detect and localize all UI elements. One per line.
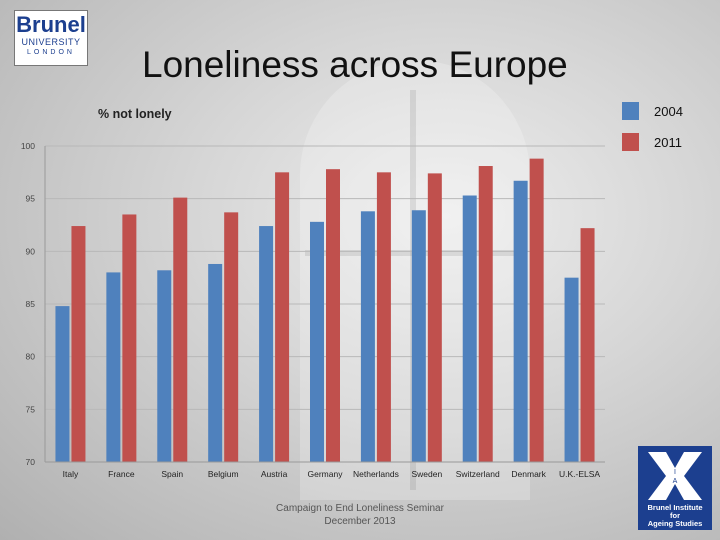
x-tick-label: France xyxy=(108,469,135,479)
bar-2004-sweden xyxy=(411,210,426,462)
bar-2004-germany xyxy=(310,221,324,462)
bar-2004-netherlands xyxy=(360,211,375,462)
bias-caption: Brunel Institute for Ageing Studies xyxy=(638,504,712,528)
chart-bars xyxy=(55,158,595,463)
bar-2011-sweden xyxy=(427,173,442,463)
footer-event: Campaign to End Loneliness Seminar xyxy=(276,503,444,514)
x-tick-label: U.K.-ELSA xyxy=(559,469,600,479)
logo-wordmark: Brunel xyxy=(16,12,86,37)
x-tick-label: Sweden xyxy=(411,469,442,479)
y-tick-label: 70 xyxy=(26,457,36,467)
x-tick-label: Italy xyxy=(63,469,79,479)
x-tick-label: Belgium xyxy=(208,469,239,479)
bias-letter: S xyxy=(673,488,678,495)
bar-2004-belgium xyxy=(208,263,223,462)
brunel-university-logo: Brunel UNIVERSITY LONDON xyxy=(14,10,88,66)
bias-caption-line: for xyxy=(670,511,680,520)
bar-2011-italy xyxy=(71,226,86,462)
y-tick-label: 80 xyxy=(26,352,36,362)
bias-institute-logo: B I A S Brunel Institute for Ageing Stud… xyxy=(638,446,712,530)
bar-2004-austria xyxy=(259,226,274,462)
bias-letter: I xyxy=(674,469,676,476)
chart-title: % not lonely xyxy=(98,107,172,121)
x-tick-label: Denmark xyxy=(511,469,546,479)
y-tick-label: 95 xyxy=(26,194,36,204)
bar-2004-spain xyxy=(157,270,172,462)
legend-item-2011: 2011 xyxy=(622,133,712,153)
footer-date: December 2013 xyxy=(324,516,396,527)
legend-label-2011: 2011 xyxy=(654,135,682,150)
chart-y-axis: 70 75 80 85 90 95 100 xyxy=(21,141,46,467)
logo-london-text: LONDON xyxy=(27,49,75,56)
bias-caption-line: Brunel Institute xyxy=(647,503,703,512)
slide-title: Loneliness across Europe xyxy=(142,44,568,85)
x-tick-label: Spain xyxy=(161,469,183,479)
bar-2004-u-k-elsa xyxy=(564,277,579,462)
y-tick-label: 75 xyxy=(26,404,36,414)
bar-2011-belgium xyxy=(224,212,239,462)
bar-2004-italy xyxy=(55,306,70,462)
legend-swatch-2004 xyxy=(622,102,639,120)
y-tick-label: 85 xyxy=(26,299,36,309)
legend-swatch-2011 xyxy=(622,133,639,151)
bar-2011-denmark xyxy=(529,158,544,462)
logo-university-text: UNIVERSITY xyxy=(21,37,81,47)
bias-caption-line: Ageing Studies xyxy=(647,519,703,528)
x-tick-label: Germany xyxy=(308,469,344,479)
bias-letter: B xyxy=(672,455,679,465)
bias-letter: A xyxy=(673,478,678,485)
bar-2004-france xyxy=(106,272,121,462)
y-tick-label: 90 xyxy=(26,246,36,256)
bar-2011-france xyxy=(122,214,137,462)
bar-2011-netherlands xyxy=(376,172,391,463)
slide-footer: Campaign to End Loneliness Seminar Decem… xyxy=(262,502,458,528)
bias-x-emblem: B I A S xyxy=(648,452,702,500)
x-tick-label: Austria xyxy=(261,469,288,479)
bar-2004-denmark xyxy=(513,180,528,462)
x-tick-label: Switzerland xyxy=(456,469,500,479)
bar-2004-switzerland xyxy=(462,195,477,463)
bar-2011-austria xyxy=(275,172,290,463)
legend-label-2004: 2004 xyxy=(654,104,683,119)
bar-2011-u-k-elsa xyxy=(580,228,595,462)
legend-item-2004: 2004 xyxy=(622,102,712,122)
bar-2011-spain xyxy=(173,197,188,462)
x-tick-label: Netherlands xyxy=(353,469,399,479)
bar-2011-germany xyxy=(326,169,340,462)
y-tick-label: 100 xyxy=(21,141,35,151)
chart-x-axis: Italy France Spain Belgium Austria Germany Net… xyxy=(45,461,605,479)
bar-2011-switzerland xyxy=(478,166,493,462)
